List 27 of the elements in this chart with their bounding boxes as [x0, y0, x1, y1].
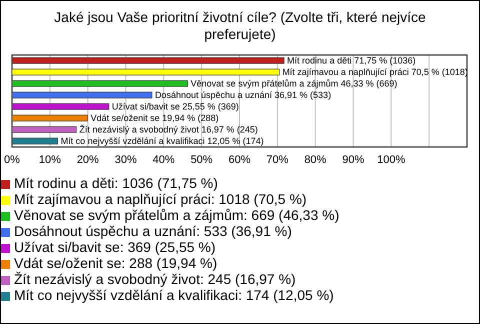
data-label: Dosáhnout úspěchu a uznání 36,91 % (533)	[154, 90, 332, 100]
data-label: Mít rodinu a děti 71,75 % (1036)	[287, 56, 416, 66]
data-label: Užívat si/bavit se 25,55 % (369)	[112, 102, 239, 112]
x-tick-label: 0%	[4, 154, 20, 166]
x-tick-label: 60%	[228, 154, 251, 166]
legend-label: Věnovat se svým přátelům a zájmům: 669 (46,33 %)	[14, 207, 340, 223]
x-tick-label: 80%	[304, 154, 327, 166]
legend-label: Dosáhnout úspěchu a uznání: 533 (36,91 %)	[14, 223, 292, 239]
data-label: Věnovat se svým přátelům a zájmům 46,33 % (669)	[190, 78, 398, 89]
data-label: Žít nezávislý a svobodný život 16,97 % (245)	[79, 124, 258, 135]
chart-title: Jaké jsou Vaše prioritní životní cíle? (Zvolte tři, které nejvíce preferujete)	[53, 8, 427, 44]
x-tick-label: 70%	[266, 154, 289, 166]
legend-label: Žít nezávislý a svobodný život: 245 (16,97 %)	[14, 271, 296, 287]
x-tick-label: 100%	[377, 154, 406, 166]
data-label: Vdát se/oženit se 19,94 % (288)	[90, 113, 219, 124]
x-tick-label: 50%	[190, 154, 213, 166]
x-tick-label: 20%	[76, 154, 100, 166]
data-label: Mít co nejvyšší vzdělání a kvalifikaci 12,05 % (174)	[60, 136, 264, 146]
x-tick-label: 40%	[152, 154, 175, 166]
x-tick-label: 30%	[114, 154, 137, 166]
legend-label: Vdát se/oženit se: 288 (19,94 %)	[14, 255, 218, 271]
legend-label: Mít rodinu a děti: 1036 (71,75 %)	[14, 175, 218, 191]
legend-label: Mít zajímavou a naplňující práci: 1018 (70,5 %)	[14, 191, 307, 207]
legend-label: Mít co nejvyšší vzdělání a kvalifikaci: 174 (12,05 %)	[14, 287, 334, 303]
x-tick-label: 90%	[342, 154, 364, 166]
legend-label: Užívat si/bavit se: 369 (25,55 %)	[14, 239, 216, 255]
x-tick-label: 10%	[38, 154, 62, 166]
